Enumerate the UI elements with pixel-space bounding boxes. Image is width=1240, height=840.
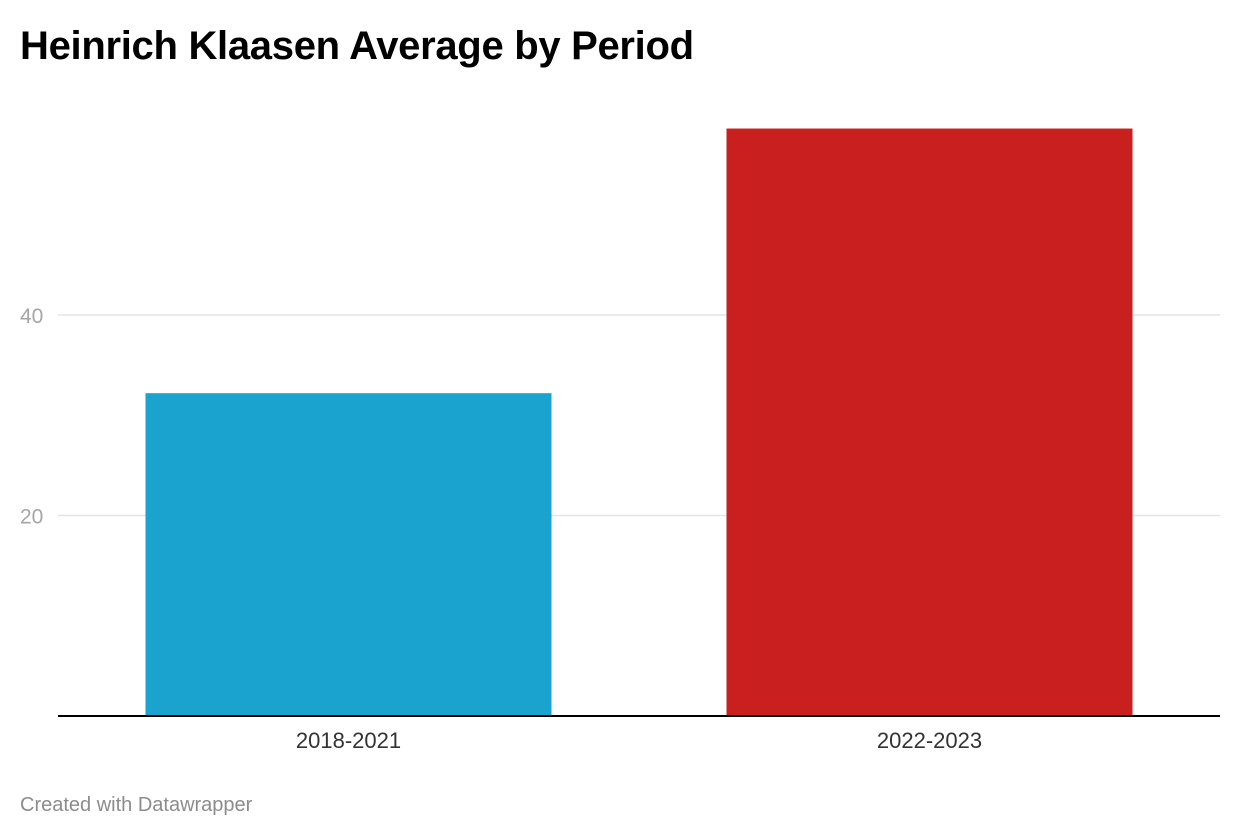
x-axis-category-labels: 2018-2021 2022-2023 — [296, 728, 982, 753]
chart-title: Heinrich Klaasen Average by Period — [20, 24, 694, 68]
y-tick-label-20: 20 — [20, 506, 43, 529]
datawrapper-credit: Created with Datawrapper — [20, 794, 253, 816]
bars — [145, 128, 1133, 716]
x-tick-label-2022-2023: 2022-2023 — [877, 728, 982, 753]
x-tick-label-2018-2021: 2018-2021 — [296, 728, 401, 753]
bar-2022-2023 — [726, 128, 1133, 716]
bar-2018-2021 — [145, 393, 552, 716]
y-tick-label-40: 40 — [20, 305, 43, 328]
